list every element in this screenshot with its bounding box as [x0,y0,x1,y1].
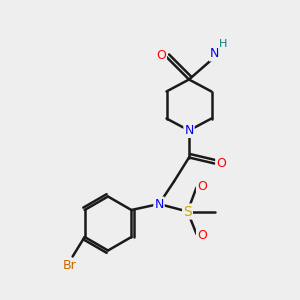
Text: N: N [154,197,164,211]
Text: O: O [216,157,226,170]
Text: S: S [183,205,192,218]
Text: N: N [184,124,194,137]
Text: O: O [197,179,207,193]
Text: O: O [156,49,166,62]
Text: N: N [210,47,219,61]
Text: H: H [219,39,228,49]
Text: Br: Br [63,259,76,272]
Text: O: O [197,229,207,242]
